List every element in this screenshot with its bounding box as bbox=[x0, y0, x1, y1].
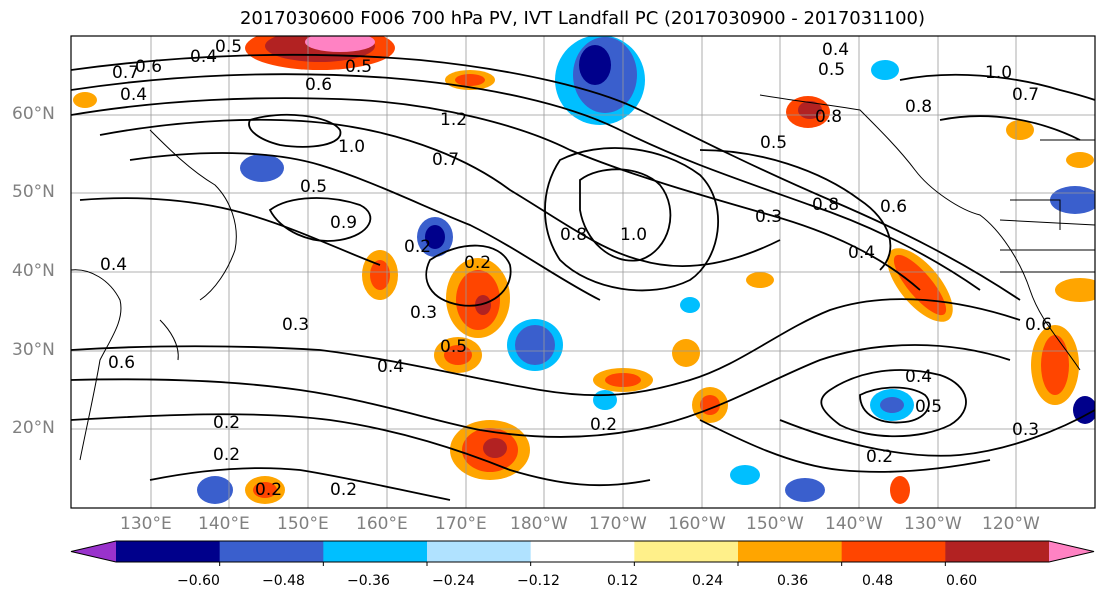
contour-label: 0.5 bbox=[300, 177, 327, 197]
colorbar-tick-label: 0.24 bbox=[692, 573, 724, 589]
colorbar-outline bbox=[70, 540, 1095, 563]
contour-label: 0.5 bbox=[215, 37, 242, 57]
colorbar-tick-label: −0.36 bbox=[347, 573, 390, 589]
lat-label: 20°N bbox=[12, 418, 55, 438]
contour-label: 0.7 bbox=[432, 150, 459, 170]
lon-label: 120°W bbox=[982, 514, 1040, 534]
colorbar-segment bbox=[323, 541, 428, 562]
lat-label: 40°N bbox=[12, 261, 55, 281]
contour-label: 0.2 bbox=[213, 445, 240, 465]
contour-label: 0.9 bbox=[330, 213, 357, 233]
lat-label: 60°N bbox=[12, 104, 55, 124]
contour-label: 0.2 bbox=[213, 413, 240, 433]
lon-label: 150°W bbox=[746, 514, 804, 534]
contour-labels: 0.7 0.5 0.6 0.4 0.6 0.5 0.4 0.4 0.5 1.0 … bbox=[100, 37, 1052, 500]
lat-label: 50°N bbox=[12, 182, 55, 202]
colorbar-tick-label: −0.12 bbox=[517, 573, 560, 589]
contour-label: 0.2 bbox=[255, 480, 282, 500]
contour-label: 0.4 bbox=[100, 255, 127, 275]
contour-label: 0.5 bbox=[440, 337, 467, 357]
lon-label: 150°E bbox=[277, 514, 329, 534]
contour-label: 0.6 bbox=[305, 75, 332, 95]
contour-label: 0.7 bbox=[112, 63, 139, 83]
contour-label: 0.5 bbox=[818, 60, 845, 80]
colorbar-segment bbox=[219, 541, 324, 562]
lon-label: 140°W bbox=[825, 514, 883, 534]
lon-label: 160°E bbox=[356, 514, 408, 534]
lat-label: 30°N bbox=[12, 340, 55, 360]
contour-label: 0.4 bbox=[848, 243, 875, 263]
contour-label: 0.4 bbox=[377, 357, 404, 377]
colorbar-segment bbox=[841, 541, 946, 562]
contour-label: 0.6 bbox=[1025, 315, 1052, 335]
colorbar-extension-min bbox=[71, 541, 116, 562]
contour-label: 0.2 bbox=[404, 237, 431, 257]
contour-label: 1.0 bbox=[338, 137, 365, 157]
contour-label: 0.2 bbox=[590, 415, 617, 435]
contour-label: 0.3 bbox=[1012, 420, 1039, 440]
contour-label: 0.2 bbox=[866, 447, 893, 467]
contour-label: 0.6 bbox=[135, 57, 162, 77]
colorbar-segment bbox=[945, 541, 1050, 562]
contour-label: 0.8 bbox=[560, 225, 587, 245]
colorbar-tick-label: 0.48 bbox=[862, 573, 894, 589]
map-frame bbox=[70, 35, 1096, 509]
contour-label: 0.8 bbox=[905, 97, 932, 117]
colorbar-segment bbox=[116, 541, 221, 562]
contour-label: 0.5 bbox=[915, 397, 942, 417]
colorbar bbox=[70, 540, 1095, 566]
contour-label: 1.2 bbox=[440, 110, 467, 130]
contour-label: 0.4 bbox=[822, 40, 849, 60]
lon-label: 170°E bbox=[435, 514, 487, 534]
pv-anomaly-shading bbox=[73, 36, 1095, 504]
colorbar-extension-max bbox=[1049, 541, 1094, 562]
contour-label: 0.8 bbox=[815, 107, 842, 127]
coastlines bbox=[71, 94, 1095, 461]
colorbar-segment bbox=[634, 541, 739, 562]
contour-label: 0.5 bbox=[345, 57, 372, 77]
colorbar-tick-label: −0.48 bbox=[262, 573, 305, 589]
contour-label: 0.3 bbox=[282, 315, 309, 335]
figure-title: 2017030600 F006 700 hPa PV, IVT Landfall… bbox=[239, 8, 926, 29]
colorbar-tick-label: −0.24 bbox=[432, 573, 475, 589]
map-panel: 0.7 0.5 0.6 0.4 0.6 0.5 0.4 0.4 0.5 1.0 … bbox=[71, 36, 1095, 508]
contour-label: 1.0 bbox=[985, 63, 1012, 83]
contour-label: 0.2 bbox=[464, 253, 491, 273]
contour-label: 0.3 bbox=[410, 303, 437, 323]
lon-label: 180°W bbox=[510, 514, 568, 534]
lon-label: 170°W bbox=[589, 514, 647, 534]
pv-contours bbox=[71, 53, 1095, 501]
colorbar-segment bbox=[427, 541, 532, 562]
lon-label: 160°W bbox=[668, 514, 726, 534]
colorbar-tick-label: 0.36 bbox=[777, 573, 809, 589]
lon-label: 140°E bbox=[198, 514, 250, 534]
colorbar-tick-label: 0.60 bbox=[946, 573, 978, 589]
contour-label: 0.6 bbox=[108, 353, 135, 373]
lon-label: 130°W bbox=[904, 514, 962, 534]
colorbar-tick-label: −0.60 bbox=[177, 573, 220, 589]
contour-label: 0.3 bbox=[755, 207, 782, 227]
contour-label: 0.4 bbox=[905, 367, 932, 387]
contour-label: 0.4 bbox=[120, 85, 147, 105]
contour-label: 0.5 bbox=[760, 133, 787, 153]
colorbar-segment bbox=[530, 541, 635, 562]
contour-label: 0.2 bbox=[330, 480, 357, 500]
contour-label: 0.6 bbox=[880, 197, 907, 217]
colorbar-segment bbox=[738, 541, 843, 562]
lon-label: 130°E bbox=[120, 514, 172, 534]
contour-label: 0.4 bbox=[190, 47, 217, 67]
contour-label: 1.0 bbox=[620, 225, 647, 245]
contour-label: 0.7 bbox=[1012, 85, 1039, 105]
contour-label: 0.8 bbox=[812, 195, 839, 215]
colorbar-tick-label: 0.12 bbox=[607, 573, 639, 589]
